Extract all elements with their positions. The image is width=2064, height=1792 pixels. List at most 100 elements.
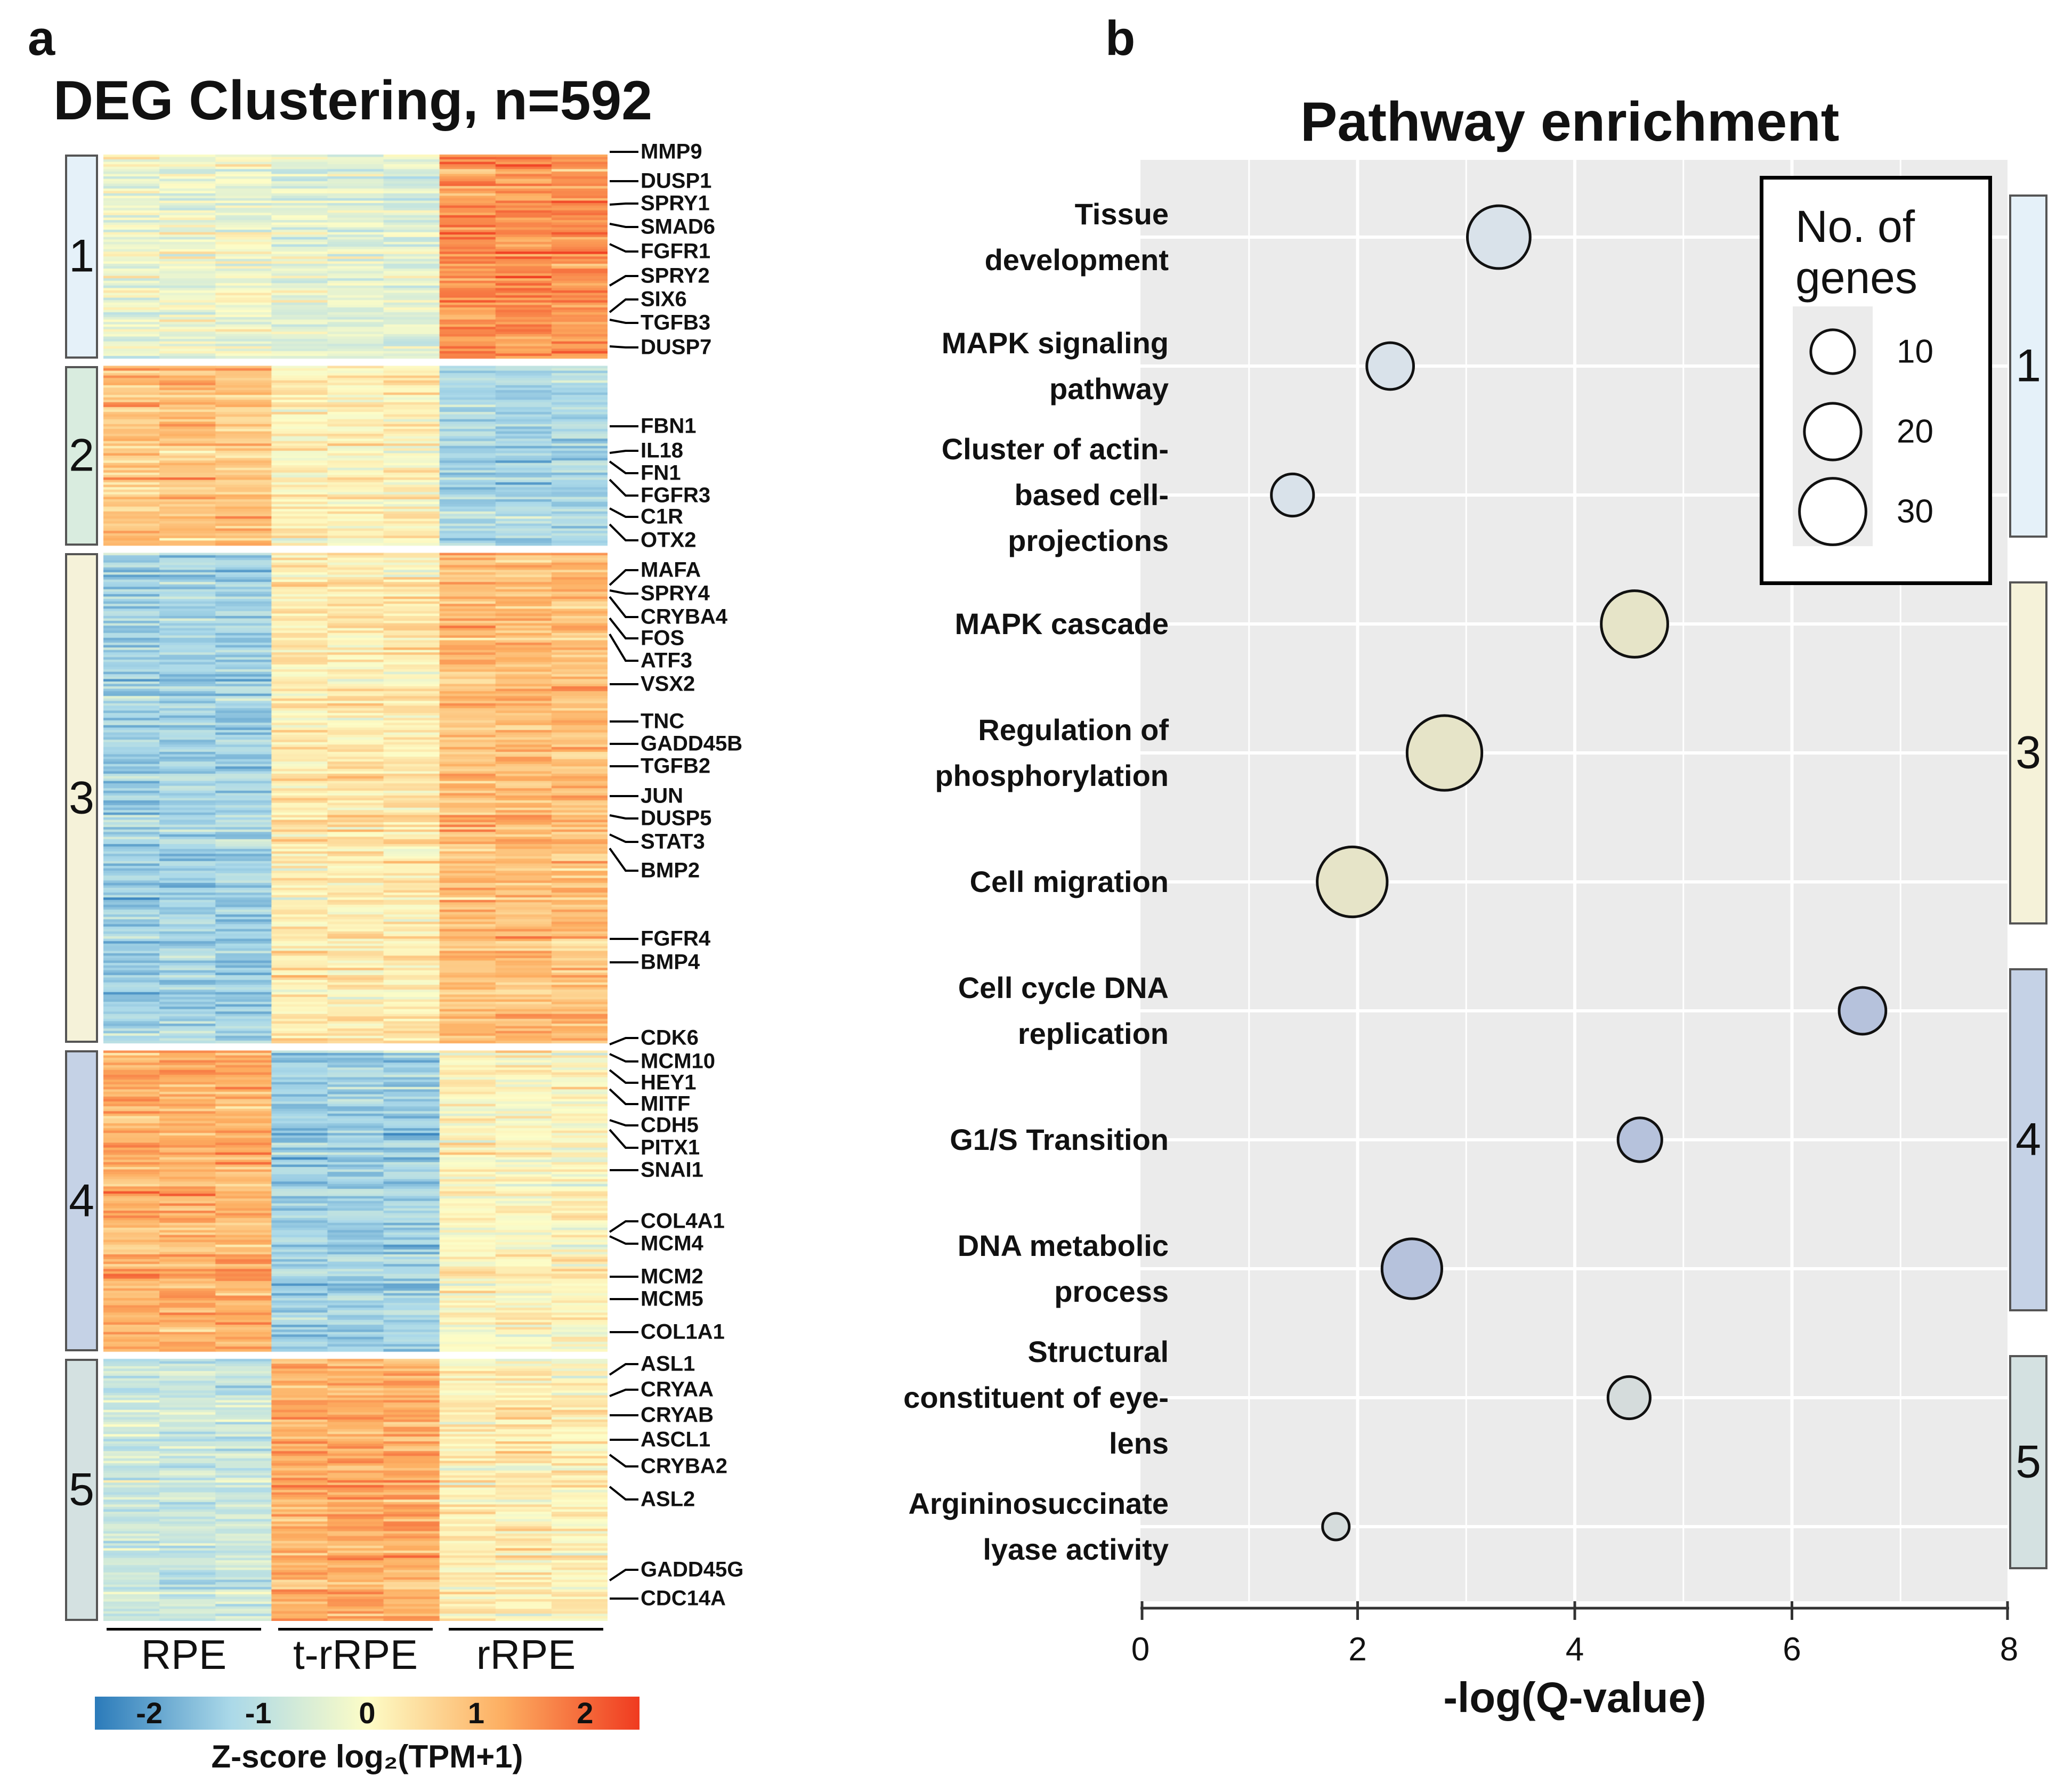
gene-leader-line	[609, 1069, 638, 1084]
legend-size-label: 20	[1897, 413, 1933, 450]
gene-label: CRYBA2	[641, 1454, 727, 1478]
pathway-label-line: phosphorylation	[935, 759, 1169, 792]
legend-title-line: genes	[1795, 253, 1917, 303]
colorbar-tick-label: -2	[136, 1696, 163, 1730]
pathway-label-line: constituent of eye-	[903, 1381, 1169, 1414]
pathway-bubble	[1365, 341, 1415, 391]
gene-label: STAT3	[641, 830, 705, 854]
gene-label: CDK6	[641, 1026, 699, 1050]
legend-bubble	[1798, 477, 1867, 546]
legend-title-line: No. of	[1795, 201, 1915, 252]
legend-size-label: 10	[1897, 333, 1933, 370]
cluster-number: 4	[69, 1175, 94, 1227]
pathway-label-line: Tissue	[1074, 197, 1169, 231]
pathway-label-line: lyase activity	[983, 1532, 1169, 1566]
colorbar	[95, 1697, 640, 1730]
pathway-label: Regulation of phosphorylation	[935, 707, 1169, 799]
x-tick-label: 0	[1131, 1631, 1150, 1668]
gene-label: SIX6	[641, 287, 687, 311]
gene-label: BMP4	[641, 950, 700, 974]
cluster-strip-number: 4	[2016, 1114, 2041, 1165]
gene-leader-line	[609, 1037, 638, 1045]
pathway-label-line: MAPK cascade	[954, 607, 1169, 640]
gene-label: SPRY4	[641, 581, 710, 605]
gene-label: MCM4	[641, 1231, 703, 1255]
panel-label-a: a	[28, 11, 55, 66]
cluster-box	[65, 1050, 98, 1352]
pathway-label: DNA metabolic process	[958, 1223, 1169, 1315]
pathway-label: Structural constituent of eye-lens	[903, 1329, 1169, 1466]
gene-leader-line	[609, 1569, 638, 1582]
gene-leader-line	[609, 450, 638, 454]
cluster-number: 3	[69, 772, 94, 823]
gene-label: TGFB3	[641, 311, 711, 335]
gene-label: MITF	[641, 1092, 691, 1116]
legend-title: No. of genes	[1795, 201, 1917, 303]
gene-label: SNAI1	[641, 1158, 703, 1182]
colorbar-tick-label: -1	[245, 1696, 272, 1730]
gene-leader-line	[609, 243, 638, 253]
colorbar-tick-label: 0	[359, 1696, 376, 1730]
gene-label: COL1A1	[641, 1320, 725, 1344]
x-tick-label: 2	[1348, 1631, 1367, 1668]
gene-leader-line	[609, 1363, 638, 1376]
pathway-label: Cell migration	[970, 859, 1169, 905]
gene-leader-line	[609, 223, 638, 228]
gene-leader-line	[609, 633, 638, 662]
gene-leader-line	[609, 596, 638, 618]
cluster-number: 2	[69, 429, 94, 481]
gene-label: ASL1	[641, 1352, 695, 1376]
gene-leader-line	[609, 275, 638, 287]
pathway-label: Argininosuccinate lyase activity	[908, 1481, 1169, 1572]
pathway-label-line: lens	[1108, 1426, 1169, 1460]
pathway-label: MAPK signaling pathway	[942, 320, 1169, 412]
gene-label: CDC14A	[641, 1586, 726, 1610]
pathway-label-line: Regulation of	[978, 713, 1169, 747]
gene-label: MMP9	[641, 140, 702, 164]
legend-swatches	[1793, 306, 1873, 546]
pathway-label-line: Argininosuccinate	[908, 1487, 1169, 1520]
pathway-bubble	[1405, 714, 1484, 792]
gene-label: ASL2	[641, 1487, 695, 1511]
pathway-bubble	[1600, 589, 1669, 659]
gene-leader-line	[609, 507, 638, 518]
expression-heatmap	[103, 155, 608, 1621]
gene-label: TNC	[641, 709, 685, 733]
pathway-label-line: MAPK signaling	[941, 326, 1169, 360]
pathway-label: Cell cycle DNA replication	[958, 965, 1169, 1057]
gene-label: JUN	[641, 784, 684, 808]
gene-leader-line	[609, 569, 638, 586]
gene-leader-line	[609, 814, 638, 820]
gene-label: MAFA	[641, 558, 701, 582]
gene-label: FBN1	[641, 414, 697, 438]
pathway-label-line: Cell migration	[969, 865, 1169, 898]
gene-label: FGFR4	[641, 927, 711, 951]
gene-label: BMP2	[641, 858, 700, 882]
gene-label: DUSP1	[641, 169, 712, 193]
gene-leader-line	[609, 523, 638, 541]
cluster-strip	[2009, 194, 2047, 538]
gene-label: FGFR3	[641, 483, 711, 507]
gene-label: SPRY1	[641, 191, 710, 215]
pathway-label-line: Cluster of actin-	[941, 432, 1169, 466]
cluster-number: 5	[69, 1464, 94, 1515]
pathway-label: Cluster of actin-based cell-projections	[942, 426, 1169, 564]
gene-leader-line	[609, 1486, 638, 1501]
pathway-label-line: development	[984, 243, 1169, 277]
gene-label: DUSP5	[641, 806, 712, 830]
pathway-label-line: projections	[1008, 524, 1169, 557]
gene-label: CRYBA4	[641, 605, 727, 629]
gene-label: TGFB2	[641, 754, 711, 778]
colorbar-tick-label: 2	[577, 1696, 594, 1730]
colorbar-label: Z-score log₂(TPM+1)	[211, 1739, 523, 1774]
gene-label: MCM5	[641, 1287, 703, 1311]
gene-label: CDH5	[641, 1113, 699, 1137]
size-legend: No. of genes 10 20 30	[1760, 176, 1992, 585]
sample-group-label: rRPE	[476, 1631, 576, 1678]
x-tick-label: 8	[2000, 1631, 2019, 1668]
pathway-label-line: Cell cycle DNA	[958, 971, 1169, 1004]
cluster-box	[65, 1359, 98, 1621]
cluster-number: 1	[69, 230, 94, 282]
gene-label: GADD45G	[641, 1558, 744, 1582]
pathway-label-line: pathway	[1049, 372, 1169, 406]
